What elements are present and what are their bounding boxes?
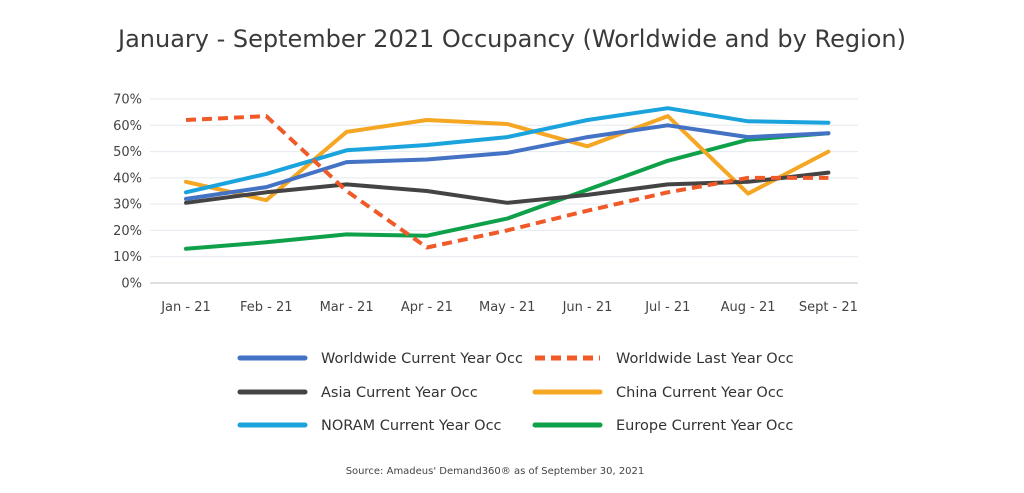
y-tick-label: 30% [113, 198, 142, 213]
y-tick-label: 0% [121, 277, 142, 292]
legend-label: NORAM Current Year Occ [321, 418, 502, 434]
legend-label: China Current Year Occ [616, 385, 784, 401]
x-tick-label: Feb - 21 [240, 300, 293, 315]
y-tick-label: 50% [113, 145, 142, 160]
y-tick-label: 60% [113, 119, 142, 134]
legend: Worldwide Current Year Occ Worldwide Last… [237, 351, 794, 434]
chart-title: January - September 2021 Occupancy (Worl… [116, 25, 906, 53]
x-tick-label: Jul - 21 [644, 300, 690, 315]
x-tick-label: Sept - 21 [799, 300, 858, 315]
y-tick-label: 40% [113, 171, 142, 186]
legend-label: Europe Current Year Occ [616, 418, 793, 434]
series-line-noram-current-year-occ [184, 106, 831, 195]
x-tick-label: Mar - 21 [320, 300, 374, 315]
x-axis-ticks: Jan - 21 Feb - 21 Mar - 21 Apr - 21 May - 21… [160, 300, 858, 315]
series-lines [184, 106, 831, 251]
legend-label: Worldwide Current Year Occ [321, 351, 523, 367]
series-line-worldwide-last-year-occ [185, 114, 829, 250]
y-tick-label: 70% [113, 93, 142, 108]
x-tick-label: Jan - 21 [160, 300, 211, 315]
x-tick-label: May - 21 [479, 300, 535, 315]
legend-label: Worldwide Last Year Occ [616, 351, 794, 367]
series-line-worldwide-current-year-occ [184, 123, 831, 201]
y-tick-label: 20% [113, 224, 142, 239]
x-tick-label: Apr - 21 [401, 300, 453, 315]
legend-label: Asia Current Year Occ [321, 385, 478, 401]
x-tick-label: Jun - 21 [562, 300, 613, 315]
source-note: Source: Amadeus' Demand360® as of Septem… [346, 466, 645, 477]
x-tick-label: Aug - 21 [721, 300, 776, 315]
y-tick-label: 10% [113, 250, 142, 265]
series-line-asia-current-year-occ [184, 170, 831, 205]
y-axis-ticks: 0% 10% 20% 30% 40% 50% 60% 70% [113, 93, 142, 292]
series-line-europe-current-year-occ [184, 131, 831, 251]
